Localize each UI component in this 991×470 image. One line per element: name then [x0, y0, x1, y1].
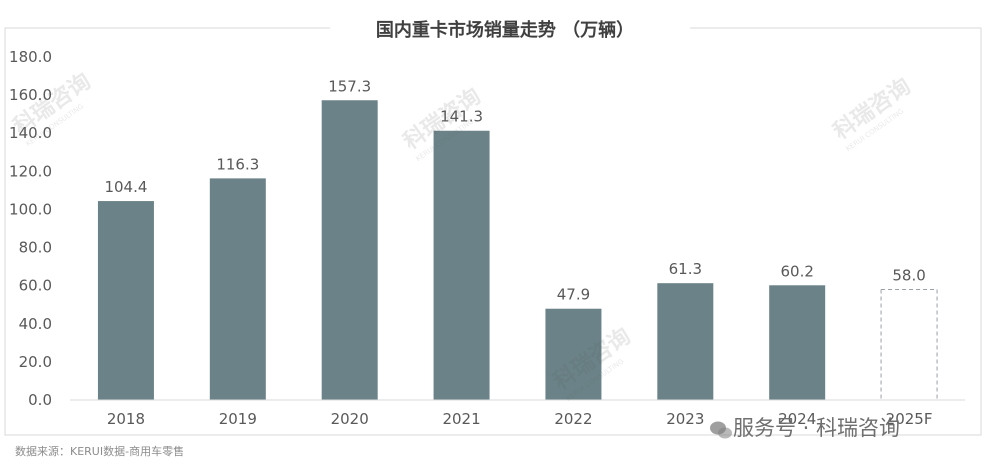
y-tick-label: 100.0	[9, 200, 52, 218]
x-tick-label: 2024	[778, 410, 816, 428]
y-tick-label: 180.0	[9, 48, 52, 66]
x-tick-label: 2023	[666, 410, 704, 428]
y-tick-label: 140.0	[9, 124, 52, 142]
bar	[321, 100, 378, 401]
x-tick-label: 2019	[219, 410, 257, 428]
y-tick-label: 160.0	[9, 86, 52, 104]
bar	[545, 308, 602, 400]
y-tick-label: 0.0	[28, 391, 52, 409]
value-labels-group: 104.4 116.3 157.3 141.3 47.9 61.3 60.2 58.0	[104, 77, 925, 303]
bar-value-label: 116.3	[216, 155, 259, 173]
bar-value-label: 61.3	[669, 260, 702, 278]
bar-value-label: 141.3	[440, 108, 483, 126]
bar	[657, 283, 714, 400]
wechat-badge: 服务号 · 科瑞咨询	[710, 416, 900, 440]
bar-value-label: 47.9	[557, 286, 590, 304]
y-tick-label: 120.0	[9, 162, 52, 180]
chart-title: 国内重卡市场销量走势 （万辆）	[376, 19, 634, 41]
bars-group	[97, 100, 938, 401]
wechat-label: 服务号 · 科瑞咨询	[733, 416, 900, 440]
bar-value-label: 157.3	[328, 77, 371, 95]
y-tick-label: 80.0	[19, 239, 52, 257]
bar-value-label: 104.4	[104, 178, 147, 196]
y-tick-label: 60.0	[19, 277, 52, 295]
y-axis: 0.0 20.0 40.0 60.0 80.0 100.0 120.0 140.0 160.0 1…	[9, 48, 52, 409]
watermark-logo: 科瑞咨询 KERUI CONSULTING	[829, 73, 916, 153]
bar	[97, 201, 154, 400]
bar	[209, 178, 266, 400]
y-tick-label: 20.0	[19, 353, 52, 371]
bar	[433, 130, 490, 400]
bar-value-label: 58.0	[892, 266, 925, 284]
x-tick-label: 2022	[554, 410, 592, 428]
x-tick-label: 2020	[331, 410, 369, 428]
bar	[769, 285, 826, 400]
x-tick-label: 2018	[107, 410, 145, 428]
source-note: 数据来源：KERUI数据-商用车零售	[15, 444, 184, 458]
watermark-logo: 科瑞咨询 KERUI CONSULTING	[9, 68, 96, 148]
x-tick-label: 2025F	[886, 410, 933, 428]
x-tick-label: 2021	[442, 410, 480, 428]
wechat-icon	[710, 421, 732, 439]
bar-value-label: 60.2	[780, 262, 813, 280]
bar-forecast	[880, 288, 938, 401]
x-axis: 2018 2019 2020 2021 2022 2023 2024 2025F	[70, 399, 965, 428]
y-tick-label: 40.0	[19, 315, 52, 333]
title-background	[330, 14, 690, 42]
